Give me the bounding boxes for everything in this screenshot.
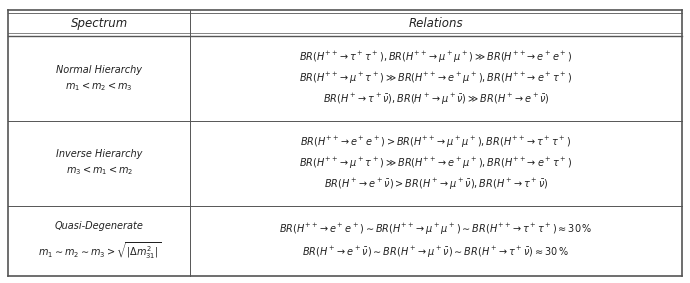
Text: $BR(H^+\!\to\tau^+\bar{\nu}), BR(H^+\!\to\mu^+\bar{\nu}) \gg BR(H^+\!\to e^+\bar: $BR(H^+\!\to\tau^+\bar{\nu}), BR(H^+\!\t…: [322, 92, 549, 107]
Text: Spectrum: Spectrum: [70, 17, 128, 30]
Text: Inverse Hierarchy
$m_3 < m_1 < m_2$: Inverse Hierarchy $m_3 < m_1 < m_2$: [56, 149, 142, 177]
Text: $BR(H^+\!\to e^+\bar{\nu}) > BR(H^+\!\to\mu^+\bar{\nu}), BR(H^+\!\to\tau^+\bar{\: $BR(H^+\!\to e^+\bar{\nu}) > BR(H^+\!\to…: [324, 177, 549, 192]
Text: $BR(H^{++}\!\to\tau^+\tau^+), BR(H^{++}\!\to\mu^+\mu^+) \gg BR(H^{++}\!\to e^+e^: $BR(H^{++}\!\to\tau^+\tau^+), BR(H^{++}\…: [299, 50, 573, 65]
Text: Normal Hierarchy
$m_1 < m_2 < m_3$: Normal Hierarchy $m_1 < m_2 < m_3$: [56, 65, 142, 93]
Text: $BR(H^{++}\!\to e^+e^+) > BR(H^{++}\!\to\mu^+\mu^+), BR(H^{++}\!\to\tau^+\tau^+): $BR(H^{++}\!\to e^+e^+) > BR(H^{++}\!\to…: [300, 135, 571, 150]
Text: $BR(H^{++}\!\to\mu^+\tau^+) \gg BR(H^{++}\!\to e^+\mu^+), BR(H^{++}\!\to e^+\tau: $BR(H^{++}\!\to\mu^+\tau^+) \gg BR(H^{++…: [299, 71, 573, 86]
Text: $BR(H^{++}\!\to\mu^+\tau^+) \gg BR(H^{++}\!\to e^+\mu^+), BR(H^{++}\!\to e^+\tau: $BR(H^{++}\!\to\mu^+\tau^+) \gg BR(H^{++…: [299, 156, 573, 171]
Text: $BR(H^{++}\!\to e^+e^+) \sim BR(H^{++}\!\to\mu^+\mu^+) \sim BR(H^{++}\!\to\tau^+: $BR(H^{++}\!\to e^+e^+) \sim BR(H^{++}\!…: [279, 222, 593, 237]
Text: Relations: Relations: [408, 17, 463, 30]
Text: Quasi-Degenerate
$m_1 \sim m_2 \sim m_3 > \sqrt{|\Delta m^2_{31}|}$: Quasi-Degenerate $m_1 \sim m_2 \sim m_3 …: [38, 221, 161, 261]
Text: $BR(H^+\!\to e^+\bar{\nu}) \sim BR(H^+\!\to\mu^+\bar{\nu}) \sim BR(H^+\!\to\tau^: $BR(H^+\!\to e^+\bar{\nu}) \sim BR(H^+\!…: [302, 245, 569, 260]
